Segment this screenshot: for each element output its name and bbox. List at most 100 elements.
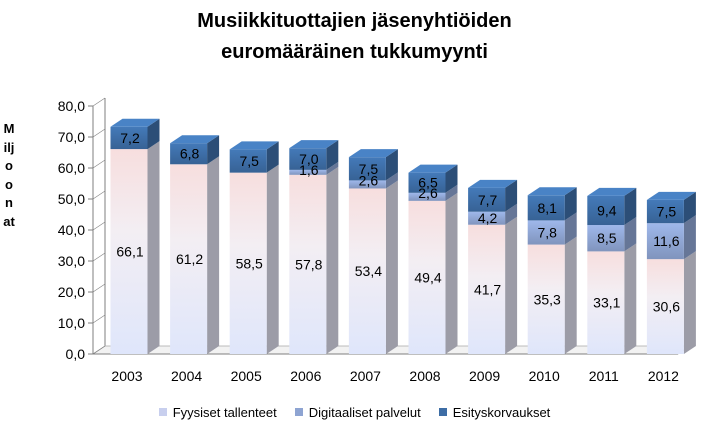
bar-top-2011 (587, 187, 637, 196)
data-label-2006-1: 1,6 (299, 162, 319, 178)
bar-top-2008 (408, 164, 458, 173)
legend-label: Esityskorvaukset (452, 404, 551, 420)
data-label-2011-1: 8,5 (597, 230, 617, 246)
data-label-2007-2: 7,5 (359, 161, 379, 177)
bar-2006-digitaaliset-palvelut (289, 169, 327, 175)
bar-2005-esityskorvaukset (229, 149, 267, 173)
bar-side-2012-0 (683, 251, 696, 354)
bar-2009-fyysiset-tallenteet (468, 224, 506, 354)
bar-side-2004-2 (207, 135, 220, 165)
bar-side-2003-0 (147, 141, 160, 354)
bar-side-2006-2 (326, 140, 339, 170)
bar-2012-esityskorvaukset (646, 199, 684, 224)
bar-side-2011-2 (624, 187, 637, 226)
bar-2012-digitaaliset-palvelut (646, 223, 684, 260)
bar-side-2008-2 (445, 164, 458, 193)
bar-side-2005-2 (266, 141, 279, 173)
bar-2011-fyysiset-tallenteet (587, 251, 625, 354)
bar-2003-esityskorvaukset (110, 126, 148, 150)
x-tick-label: 2012 (648, 368, 679, 384)
bar-side-2011-0 (624, 243, 637, 354)
data-label-2012-0: 30,6 (653, 299, 680, 315)
legend: Fyysiset tallenteet Digitaaliset palvelut… (0, 402, 709, 422)
y-tick-label: 0,0 (66, 346, 86, 362)
x-tick-label: 2003 (111, 368, 142, 384)
bar-top-2003 (110, 118, 160, 127)
x-tick-label: 2009 (469, 368, 500, 384)
y-tick-label: 40,0 (58, 222, 85, 238)
data-label-2006-0: 57,8 (295, 256, 322, 272)
stacked-bar-chart: 0,0 10,0 20,0 30,0 40,0 50,0 60,0 70,0 80,0 2003 2… (58, 97, 696, 384)
data-label-2008-0: 49,4 (414, 269, 441, 285)
bar-top-2009 (468, 179, 518, 188)
bar-side-2008-1 (445, 184, 458, 201)
data-label-2004-0: 61,2 (176, 251, 203, 267)
bar-side-2007-1 (385, 172, 398, 189)
y-tick-label: 10,0 (58, 315, 85, 331)
bar-side-2009-2 (505, 179, 518, 212)
data-label-2008-1: 2,6 (418, 185, 438, 201)
data-label-2010-0: 35,3 (534, 291, 561, 307)
chart-title: Musiikkituottajien jäsenyhtiöiden euromä… (0, 6, 709, 68)
data-label-2003-0: 66,1 (116, 244, 143, 260)
y-tick-label: 30,0 (58, 253, 85, 269)
bar-side-2010-2 (564, 187, 577, 221)
data-label-2012-2: 7,5 (657, 204, 677, 220)
bar-side-2006-1 (326, 161, 339, 175)
bar-2004-esityskorvaukset (170, 143, 208, 165)
legend-swatch (158, 408, 167, 416)
bar-side-2007-2 (385, 149, 398, 181)
bar-top-2010 (527, 187, 577, 196)
data-label-2010-2: 8,1 (537, 200, 557, 216)
bar-side-2005-0 (266, 164, 279, 354)
bar-2006-fyysiset-tallenteet (289, 174, 327, 354)
y-axis-label: Miljoonat (3, 121, 15, 229)
bar-side-2009-0 (505, 216, 518, 354)
x-tick-label: 2010 (529, 368, 560, 384)
bar-side-2007-0 (385, 180, 398, 354)
bar-side-2009-1 (505, 203, 518, 225)
x-tick-label: 2006 (290, 368, 321, 384)
x-tick-label: 2007 (350, 368, 381, 384)
bar-top-2004 (170, 135, 220, 144)
legend-swatch (294, 408, 303, 416)
bar-2009-esityskorvaukset (468, 187, 506, 212)
legend-item: Esityskorvaukset (438, 404, 551, 420)
bar-2005-fyysiset-tallenteet (229, 172, 267, 354)
data-label-2007-1: 2,6 (359, 172, 379, 188)
bar-2006-esityskorvaukset (289, 148, 327, 170)
x-tick-label: 2011 (589, 368, 619, 384)
bar-2008-esityskorvaukset (408, 172, 446, 193)
bar-side-2008-0 (445, 192, 458, 354)
bar-side-2010-1 (564, 212, 577, 245)
y-tick-label: 80,0 (58, 98, 85, 114)
data-label-2006-2: 7,0 (299, 151, 319, 167)
data-label-2011-0: 33,1 (593, 295, 620, 311)
data-label-2012-1: 11,6 (653, 233, 679, 249)
bar-2003-fyysiset-tallenteet (110, 149, 148, 354)
bar-2010-esityskorvaukset (527, 195, 565, 221)
bar-top-2007 (348, 149, 398, 158)
axes: 0,0 10,0 20,0 30,0 40,0 50,0 60,0 70,0 80,0 2003 2… (58, 97, 692, 384)
bar-2008-fyysiset-tallenteet (408, 200, 446, 354)
bar-2011-digitaaliset-palvelut (587, 225, 625, 252)
x-tick-label: 2005 (231, 368, 262, 384)
data-label-2009-2: 7,7 (478, 192, 498, 208)
legend-item: Fyysiset tallenteet (158, 404, 277, 420)
legend-label: Fyysiset tallenteet (172, 404, 277, 420)
bar-2004-fyysiset-tallenteet (170, 164, 208, 354)
data-labels: 66,17,261,26,858,57,557,81,67,053,42,67,… (116, 130, 680, 315)
bar-top-2006 (289, 140, 339, 149)
y-tick-label: 20,0 (58, 284, 85, 300)
bar-side-2006-0 (326, 166, 339, 354)
bar-2010-digitaaliset-palvelut (527, 220, 565, 245)
bar-2007-fyysiset-tallenteet (348, 188, 386, 354)
chart-title-line-2: euromääräinen tukkumyynti (221, 41, 488, 63)
data-label-2008-2: 6,5 (418, 175, 438, 191)
data-label-2009-0: 41,7 (474, 281, 501, 297)
data-label-2005-2: 7,5 (239, 153, 259, 169)
bar-side-2011-1 (624, 217, 637, 252)
bar-side-2004-0 (207, 156, 220, 354)
data-label-2005-0: 58,5 (236, 255, 263, 271)
data-label-2010-1: 7,8 (537, 224, 557, 240)
